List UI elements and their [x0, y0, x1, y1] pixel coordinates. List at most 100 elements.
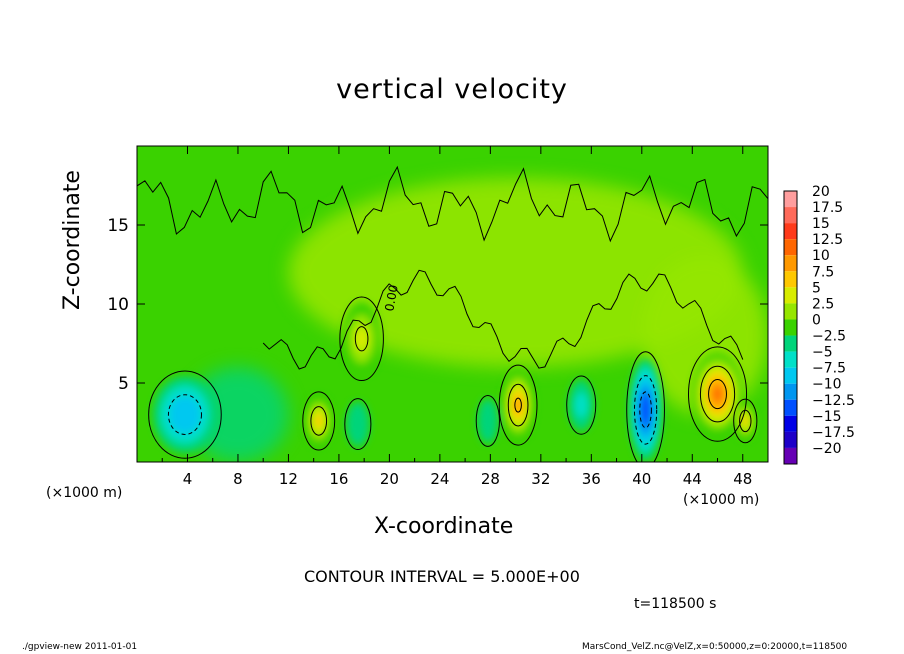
footer-right: MarsCond_VelZ.nc@VelZ,x=0:50000,z=0:2000…	[582, 642, 848, 652]
weak-updraft-region	[288, 177, 743, 368]
contour-cell-8-1	[699, 365, 736, 423]
colorbar-label: −15	[812, 409, 842, 425]
colorbar-label: −17.5	[812, 425, 855, 441]
colorbar-label: −7.5	[812, 361, 846, 377]
x-tick-label: 32	[531, 470, 550, 488]
contour-cell-4-1	[507, 383, 529, 427]
colorbar-swatch	[784, 335, 797, 352]
contour-cell-8-2	[708, 378, 727, 410]
x-tick-label: 36	[582, 470, 601, 488]
x-unit-left: (×1000 m)	[46, 485, 123, 501]
footer-left: ./gpview-new 2011-01-01	[22, 642, 138, 652]
y-axis-label: Z-coordinate	[60, 170, 85, 310]
colorbar-label: −5	[812, 345, 833, 361]
x-tick-label: 16	[329, 470, 348, 488]
x-tick-label: 48	[733, 470, 752, 488]
colorbar-swatch	[784, 191, 797, 208]
time-label: t=118500 s	[634, 596, 717, 612]
colorbar-label: 12.5	[812, 232, 843, 248]
colorbar-swatch	[784, 255, 797, 272]
field-cell-4-level-4	[514, 398, 522, 413]
colorbar-swatch	[784, 271, 797, 288]
field-cell-3-level-1	[352, 413, 364, 436]
x-tick-label: 44	[683, 470, 702, 488]
contour-cell-2-1	[354, 326, 369, 352]
zero-contour-cell-0	[148, 370, 222, 459]
zero-contour-upper	[137, 165, 768, 243]
contour-cell-4-2	[514, 397, 522, 413]
colorbar-swatch	[784, 447, 797, 464]
zero-contour-cell-3	[344, 398, 372, 451]
colorbar-label: 7.5	[812, 264, 834, 280]
colorbar-swatch	[784, 287, 797, 304]
x-tick-label: 28	[481, 470, 500, 488]
x-unit-right: (×1000 m)	[683, 492, 760, 508]
y-tick-label: 5	[118, 374, 129, 394]
x-tick-label: 24	[430, 470, 449, 488]
contour-interval-text: CONTOUR INTERVAL = 5.000E+00	[304, 567, 580, 586]
contour-cell-7-2	[639, 391, 652, 429]
colorbar-label: −20	[812, 441, 842, 457]
field-cell-0-level-3	[177, 405, 193, 425]
colorbar-swatch	[784, 351, 797, 368]
colorbar-label: −12.5	[812, 393, 855, 409]
zero-contour-cell-8	[687, 346, 748, 442]
colorbar-swatch	[784, 319, 797, 336]
field-cell-7-level-5	[642, 401, 649, 419]
plot-contours: 0.00	[137, 165, 768, 462]
zero-contour-cell-6	[566, 375, 597, 435]
zero-contour-cell-2	[339, 296, 384, 382]
colorbar-label: 15	[812, 216, 830, 232]
chart-title: vertical velocity	[336, 74, 568, 105]
field-cell-1-level-3	[315, 414, 323, 428]
zero-contour-cell-7	[626, 351, 665, 462]
x-tick-label: 40	[632, 470, 651, 488]
contour-cell-7-1	[633, 375, 658, 445]
x-tick-label: 4	[183, 470, 193, 488]
colorbar-frame	[783, 190, 798, 465]
colorbar-swatch	[784, 367, 797, 384]
colorbar-swatch	[784, 415, 797, 432]
contour-cell-1-1	[310, 406, 328, 436]
contour-cell-0-1	[167, 394, 202, 435]
weak-downdraft-region	[187, 367, 289, 462]
colorbar-swatch	[784, 239, 797, 256]
y-axis-label-text: Z-coordinate	[60, 170, 85, 310]
x-tick-label: 12	[279, 470, 298, 488]
field-cell-5-level-1	[482, 409, 493, 432]
zero-contour-cell-4	[498, 364, 538, 446]
zero-contour-cell-9	[733, 398, 758, 444]
colorbar-label: 20	[812, 184, 830, 200]
field-cell-6-level-1	[574, 392, 588, 418]
colorbar: 2017.51512.5107.552.50−2.5−5−7.5−10−12.5…	[783, 184, 855, 465]
field-cell-9-level-3	[742, 416, 748, 426]
colorbar-swatch	[784, 303, 797, 320]
colorbar-label: 5	[812, 280, 821, 296]
contour-zero-label: 0.00	[382, 284, 400, 313]
colorbar-swatch	[784, 399, 797, 416]
y-tick-label: 15	[107, 216, 129, 236]
colorbar-label: 2.5	[812, 296, 834, 312]
field-cell-2-level-2	[355, 326, 368, 351]
contour-cell-9-1	[739, 409, 752, 433]
colorbar-label: 17.5	[812, 200, 843, 216]
zero-contour-cell-1	[302, 391, 336, 451]
colorbar-swatch	[784, 431, 797, 448]
plot-field	[137, 146, 768, 462]
field-shading	[187, 177, 768, 462]
colorbar-label: 0	[812, 312, 821, 328]
colorbar-swatch	[784, 223, 797, 240]
colorbar-swatch	[784, 207, 797, 224]
x-tick-label: 8	[233, 470, 243, 488]
colorbar-label: −10	[812, 377, 842, 393]
y-tick-label: 10	[107, 295, 129, 315]
x-axis-label: X-coordinate	[374, 514, 514, 539]
field-cell-8-level-5	[713, 387, 722, 401]
colorbar-label: 10	[812, 248, 830, 264]
zero-contour-middle	[262, 269, 744, 370]
colorbar-swatch	[784, 383, 797, 400]
colorbar-label: −2.5	[812, 329, 846, 345]
x-tick-label: 20	[380, 470, 399, 488]
